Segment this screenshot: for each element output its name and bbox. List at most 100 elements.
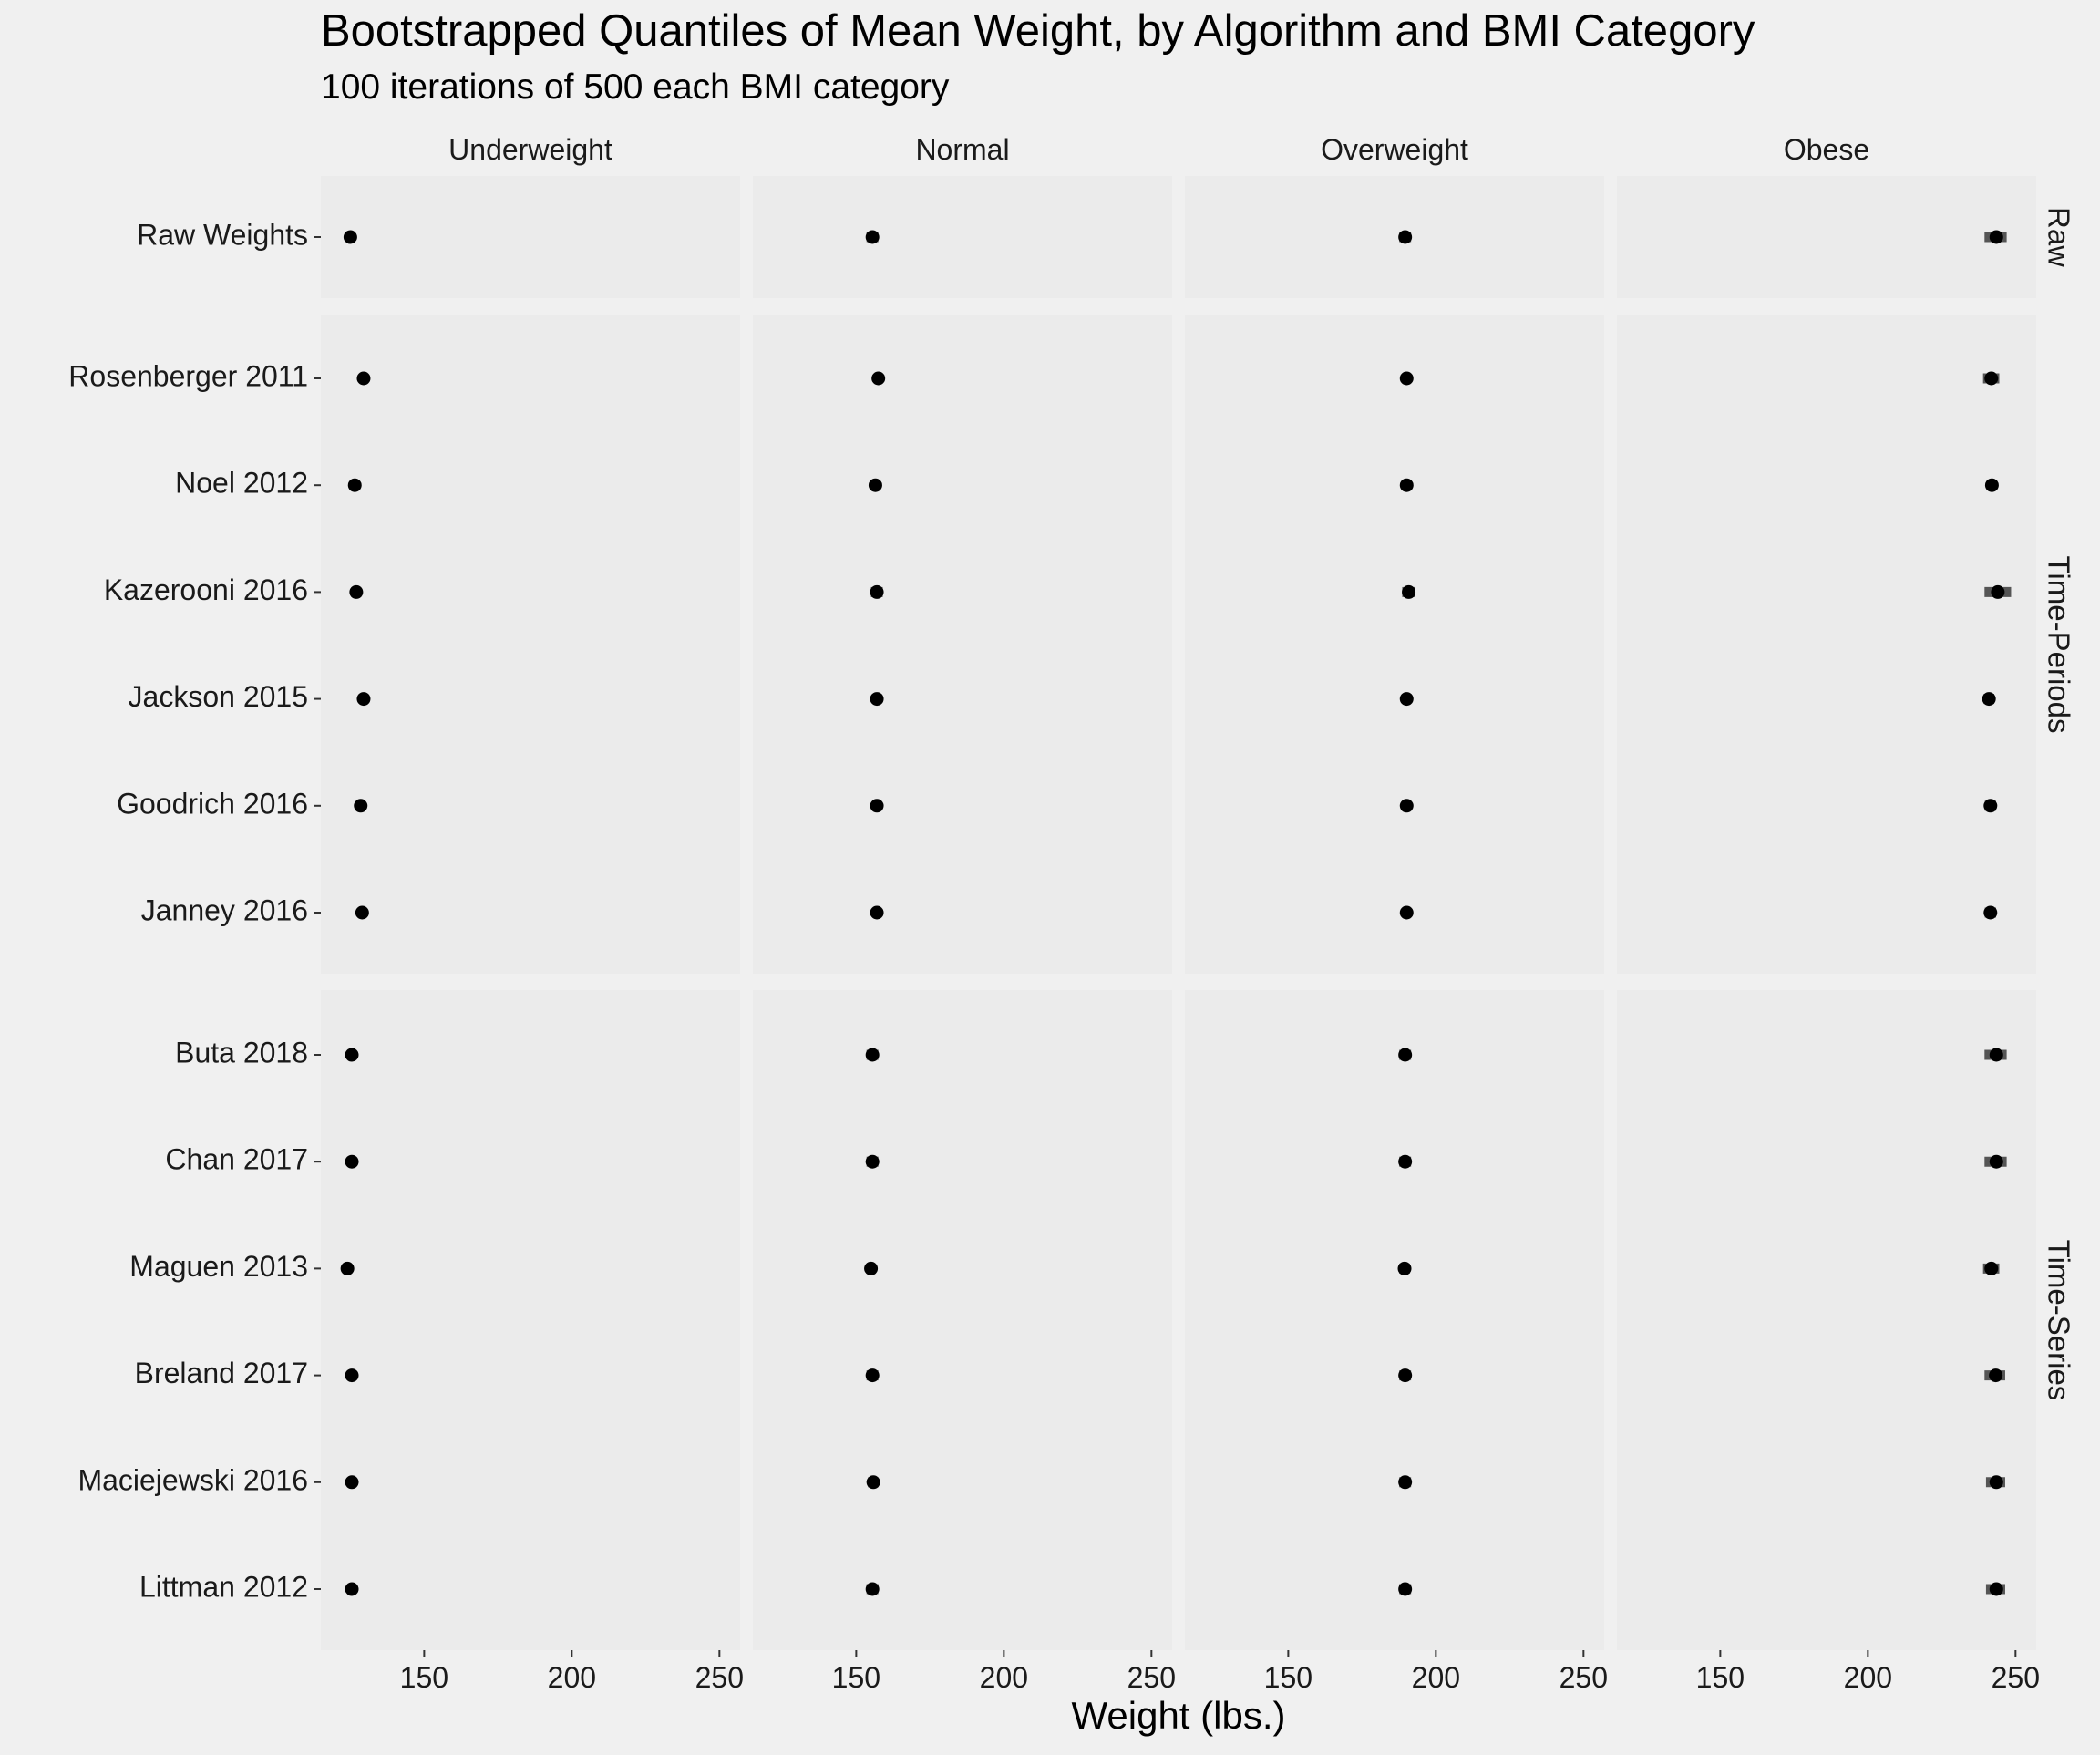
- mean-point: [345, 1475, 359, 1490]
- mean-point: [1399, 799, 1414, 813]
- facet-panel: [321, 315, 740, 974]
- x-tick-label: 150: [832, 1661, 880, 1694]
- mean-point: [1398, 1582, 1413, 1596]
- mean-point: [870, 692, 884, 707]
- facet-panel: [1185, 176, 1604, 298]
- panels-layer: [321, 176, 2036, 1650]
- x-tick-label: 250: [695, 1661, 744, 1694]
- marks-layer: [340, 230, 2012, 1596]
- mean-point: [1983, 799, 1998, 813]
- y-tick-label: Noel 2012: [175, 467, 308, 500]
- facet-row-label: Time-Periods: [2042, 556, 2075, 734]
- x-tick-label: 250: [1127, 1661, 1176, 1694]
- mean-point: [1402, 584, 1416, 599]
- mean-point: [1398, 1154, 1413, 1169]
- mean-point: [1991, 584, 2005, 599]
- facet-column-label: Obese: [1784, 133, 1869, 166]
- mean-point: [866, 1475, 880, 1490]
- mean-point: [1399, 478, 1414, 492]
- chart-title: Bootstrapped Quantiles of Mean Weight, b…: [321, 6, 1755, 56]
- mean-point: [1398, 1368, 1413, 1383]
- x-tick-label: 200: [980, 1661, 1028, 1694]
- mean-point: [356, 692, 371, 707]
- mean-point: [865, 1154, 880, 1169]
- mean-point: [1983, 905, 1998, 920]
- y-tick-label: Chan 2017: [165, 1143, 308, 1176]
- facet-row-label: Time-Series: [2042, 1240, 2075, 1401]
- facet-column-label: Underweight: [448, 133, 612, 166]
- facet-panel: [753, 315, 1172, 974]
- y-tick-label: Jackson 2015: [129, 680, 308, 713]
- mean-point: [1989, 1582, 2003, 1596]
- facet-row-label: Raw: [2042, 207, 2075, 267]
- facet-column-label: Overweight: [1321, 133, 1468, 166]
- y-tick-label: Goodrich 2016: [117, 787, 308, 820]
- mean-point: [1397, 1261, 1412, 1275]
- y-tick-label: Rosenberger 2011: [68, 359, 308, 392]
- facet-panel: [321, 990, 740, 1650]
- facet-panel: [1185, 315, 1604, 974]
- x-tick-label: 150: [400, 1661, 448, 1694]
- mean-point: [1982, 692, 1996, 707]
- mean-point: [1399, 371, 1414, 386]
- mean-point: [347, 478, 362, 492]
- x-tick-label: 200: [1844, 1661, 1892, 1694]
- labels-layer: Underweight Normal Overweight Obese Raw Time-…: [68, 133, 2075, 1694]
- chart-subtitle: 100 iterations of 500 each BMI category: [321, 67, 950, 107]
- mean-point: [1399, 692, 1414, 707]
- facet-panel: [1617, 176, 2036, 298]
- mean-point: [345, 1368, 359, 1383]
- mean-point: [870, 905, 884, 920]
- mean-point: [1989, 1048, 2003, 1062]
- y-tick-label: Breland 2017: [135, 1357, 308, 1389]
- y-tick-label: Maguen 2013: [129, 1250, 308, 1283]
- mean-point: [1398, 1048, 1413, 1062]
- mean-point: [868, 478, 882, 492]
- mean-point: [870, 799, 884, 813]
- mean-point: [865, 1048, 880, 1062]
- y-tick-label: Raw Weights: [137, 218, 308, 251]
- mean-point: [1398, 230, 1413, 244]
- facet-panel: [1185, 990, 1604, 1650]
- x-tick-label: 150: [1264, 1661, 1312, 1694]
- y-tick-label: Janney 2016: [141, 893, 308, 926]
- mean-point: [1989, 1154, 2003, 1169]
- mean-point: [1399, 905, 1414, 920]
- facet-panel: [753, 176, 1172, 298]
- mean-point: [1984, 1261, 1999, 1275]
- mean-point: [865, 1582, 880, 1596]
- mean-point: [345, 1048, 359, 1062]
- y-tick-label: Littman 2012: [139, 1570, 308, 1603]
- mean-point: [1989, 230, 2003, 244]
- facet-panel: [1617, 990, 2036, 1650]
- mean-point: [340, 1261, 355, 1275]
- facet-column-label: Normal: [915, 133, 1009, 166]
- mean-point: [1984, 478, 1999, 492]
- mean-point: [345, 1154, 359, 1169]
- mean-point: [1989, 1475, 2003, 1490]
- mean-point: [1984, 371, 1999, 386]
- mean-point: [865, 230, 880, 244]
- y-tick-label: Maciejewski 2016: [77, 1463, 308, 1496]
- facet-panel: [1617, 315, 2036, 974]
- mean-point: [871, 371, 886, 386]
- mean-point: [355, 905, 369, 920]
- facet-panel: [321, 176, 740, 298]
- facet-panel: [753, 990, 1172, 1650]
- x-tick-label: 200: [548, 1661, 596, 1694]
- mean-point: [356, 371, 371, 386]
- x-axis-title: Weight (lbs.): [1072, 1694, 1286, 1737]
- mean-point: [1989, 1368, 2003, 1383]
- y-tick-label: Buta 2018: [175, 1036, 308, 1068]
- mean-point: [865, 1368, 880, 1383]
- mean-point: [864, 1261, 879, 1275]
- mean-point: [354, 799, 368, 813]
- mean-point: [345, 1582, 359, 1596]
- mean-point: [870, 584, 884, 599]
- x-tick-label: 150: [1696, 1661, 1745, 1694]
- x-tick-label: 200: [1412, 1661, 1460, 1694]
- y-tick-label: Kazerooni 2016: [104, 573, 308, 606]
- mean-point: [343, 230, 357, 244]
